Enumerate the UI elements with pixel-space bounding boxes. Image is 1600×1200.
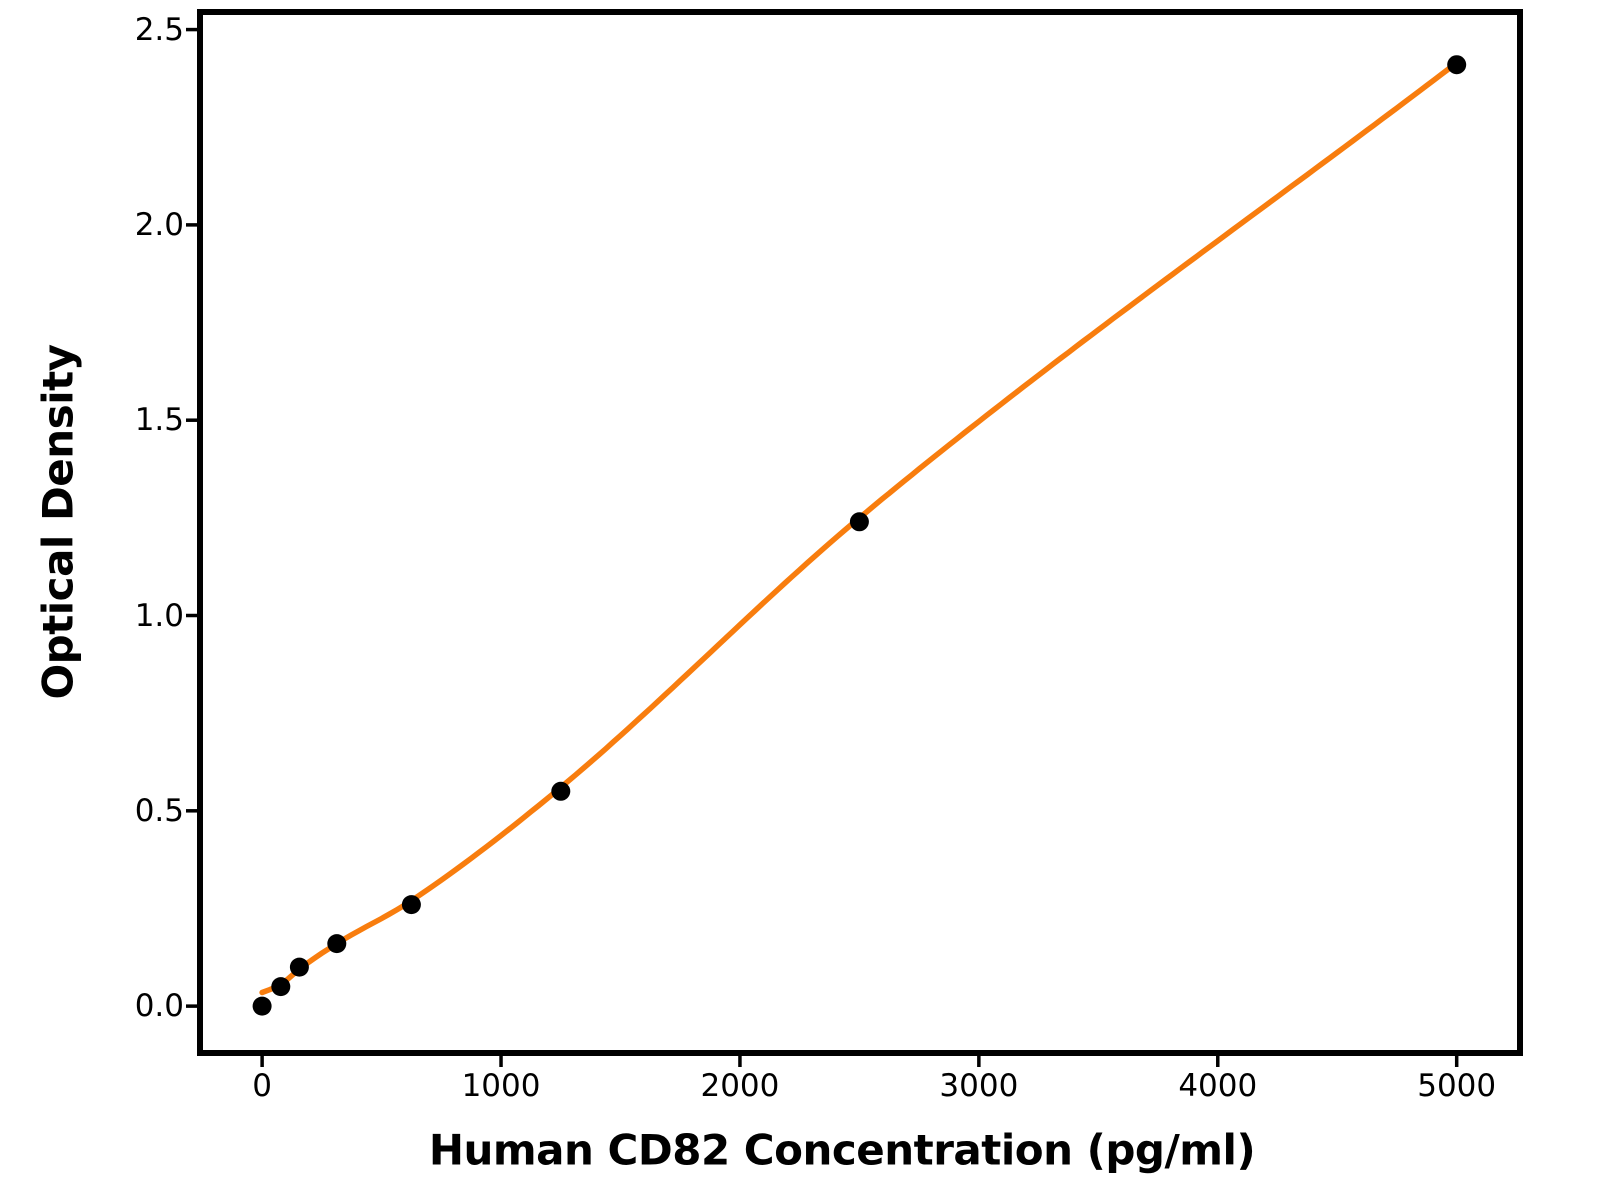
- data-point: [289, 957, 309, 977]
- data-point: [551, 781, 571, 801]
- x-tick-label: 1000: [461, 1068, 541, 1104]
- data-point: [252, 996, 272, 1016]
- x-tick-label: 3000: [939, 1068, 1019, 1104]
- x-tick-label: 5000: [1417, 1068, 1497, 1104]
- x-axis-title: Human CD82 Concentration (pg/ml): [428, 1125, 1256, 1175]
- x-tick-label: 0: [252, 1068, 272, 1104]
- y-tick-label: 1.0: [134, 597, 184, 634]
- y-tick-label: 0.5: [134, 792, 184, 829]
- data-point: [1447, 55, 1467, 75]
- y-tick-label: 2.5: [134, 11, 184, 48]
- y-tick-label: 1.5: [134, 402, 184, 439]
- data-point: [271, 977, 291, 997]
- data-point: [401, 895, 421, 915]
- y-axis-title: Optical Density: [33, 344, 83, 700]
- y-tick-label: 0.0: [134, 988, 184, 1025]
- y-tick-label: 2.0: [134, 206, 184, 243]
- data-point: [327, 934, 347, 954]
- x-tick-label: 2000: [700, 1068, 780, 1104]
- x-tick-label: 4000: [1178, 1068, 1258, 1104]
- plot-frame: [197, 9, 1523, 1056]
- data-point: [849, 512, 869, 532]
